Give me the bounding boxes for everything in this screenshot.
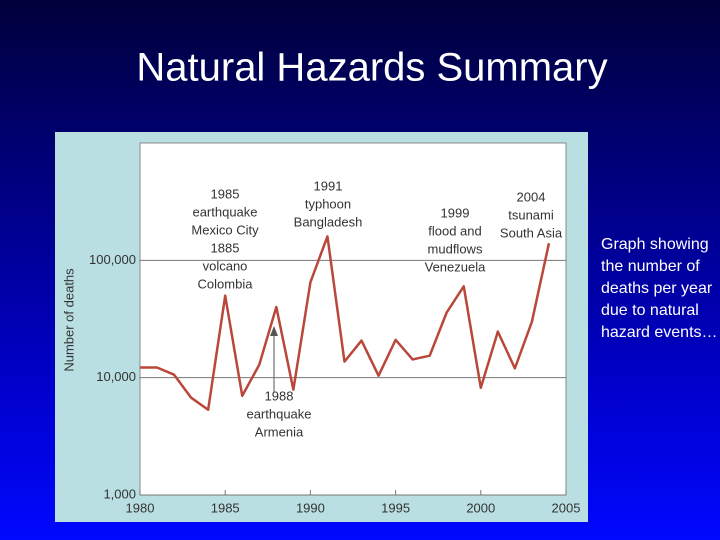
- caption: Graph showing the number of deaths per y…: [601, 236, 718, 341]
- x-tick-label: 1980: [126, 500, 155, 515]
- annotation: mudflows: [428, 241, 483, 256]
- annotation: tsunami: [508, 207, 554, 222]
- annotation: 1885: [211, 240, 240, 255]
- y-axis-label: Number of deaths: [61, 268, 76, 372]
- annotation: Colombia: [198, 276, 254, 291]
- annotation: 1985: [211, 186, 240, 201]
- annotation: flood and: [428, 223, 482, 238]
- annotation: earthquake: [246, 406, 311, 421]
- annotation: Armenia: [255, 424, 304, 439]
- annotation: volcano: [203, 258, 248, 273]
- arrow-head: [270, 326, 278, 336]
- y-tick-label: 100,000: [89, 252, 136, 267]
- annotation: typhoon: [305, 196, 351, 211]
- annotation: Venezuela: [425, 259, 486, 274]
- annotation: Bangladesh: [294, 214, 363, 229]
- annotation: 1991: [314, 178, 343, 193]
- x-tick-label: 1985: [211, 500, 240, 515]
- x-tick-label: 1995: [381, 500, 410, 515]
- slide-title: Natural Hazards Summary: [136, 46, 607, 90]
- x-tick-label: 1990: [296, 500, 325, 515]
- x-tick-label: 2005: [552, 500, 581, 515]
- data-line: [140, 235, 551, 411]
- y-tick-label: 1,000: [103, 486, 136, 501]
- annotation: South Asia: [500, 225, 563, 240]
- annotation: earthquake: [192, 204, 257, 219]
- x-tick-label: 2000: [466, 500, 495, 515]
- annotation: 2004: [517, 189, 546, 204]
- y-tick-label: 10,000: [96, 369, 136, 384]
- annotation: 1999: [441, 205, 470, 220]
- annotation: Mexico City: [191, 222, 259, 237]
- annotation: 1988: [265, 388, 294, 403]
- plot-area: [139, 142, 567, 496]
